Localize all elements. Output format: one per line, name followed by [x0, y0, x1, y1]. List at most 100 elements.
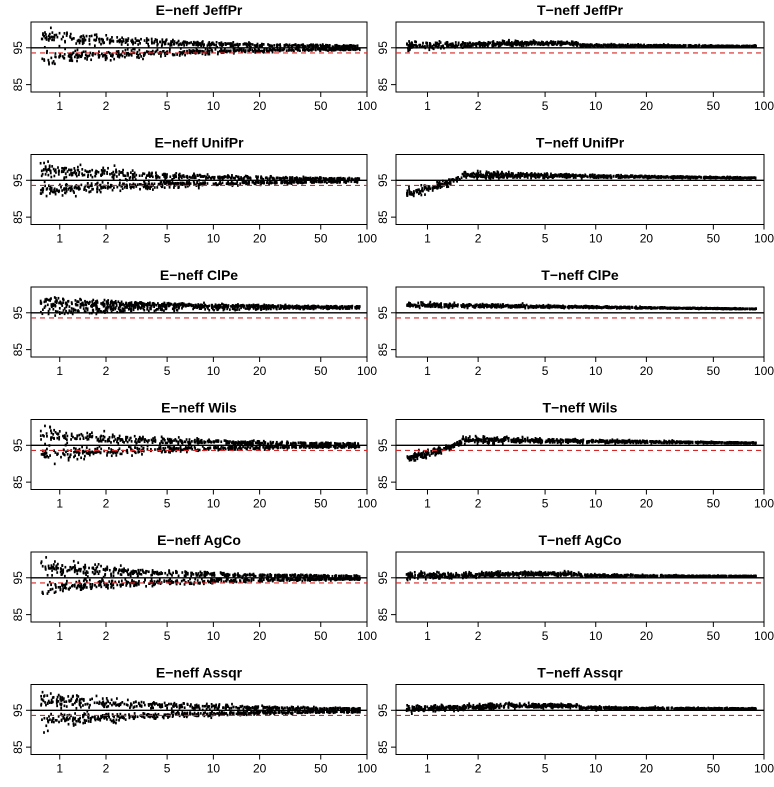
data-point — [460, 176, 463, 180]
data-point — [536, 173, 538, 177]
data-point — [231, 305, 234, 309]
data-point — [153, 182, 156, 186]
data-point — [62, 297, 64, 301]
data-point — [226, 42, 228, 46]
data-point — [251, 305, 253, 309]
data-point — [198, 182, 201, 186]
data-point — [481, 45, 484, 48]
data-point — [332, 48, 335, 52]
data-point — [117, 307, 120, 310]
data-point — [159, 308, 162, 311]
data-point — [321, 180, 324, 183]
data-point — [257, 175, 259, 179]
data-point — [195, 48, 198, 52]
data-point — [51, 190, 54, 194]
data-point — [295, 47, 298, 51]
data-point — [268, 177, 271, 180]
data-point — [181, 181, 184, 185]
data-point — [201, 303, 204, 307]
data-point — [358, 305, 361, 308]
data-point — [47, 37, 50, 41]
data-point — [349, 305, 352, 309]
data-point — [119, 310, 121, 314]
plot-frame — [30, 154, 368, 225]
data-point — [427, 185, 430, 188]
data-point — [82, 39, 85, 42]
data-point — [249, 48, 252, 51]
data-point — [704, 176, 707, 180]
data-point — [84, 50, 87, 54]
data-point — [206, 44, 209, 47]
data-point — [55, 33, 58, 37]
data-point — [358, 47, 361, 50]
data-point — [565, 176, 568, 180]
data-point — [637, 45, 640, 48]
data-point — [269, 44, 272, 48]
data-point — [517, 174, 519, 177]
data-point — [40, 169, 43, 173]
data-point — [457, 175, 459, 179]
data-point — [295, 45, 298, 49]
data-point — [53, 174, 56, 178]
data-point — [96, 190, 99, 194]
data-point — [295, 180, 298, 184]
data-point — [284, 180, 287, 183]
data-point — [250, 304, 253, 307]
data-point — [54, 300, 57, 304]
data-point — [653, 174, 656, 178]
data-point — [219, 180, 221, 184]
data-point — [143, 172, 146, 176]
data-point — [55, 171, 57, 174]
data-point — [643, 44, 645, 47]
data-point — [450, 178, 453, 181]
data-point — [523, 42, 526, 45]
data-point — [139, 42, 141, 45]
data-point — [124, 55, 126, 59]
data-point — [254, 305, 256, 309]
data-point — [272, 177, 275, 180]
data-point — [167, 303, 170, 306]
data-point — [446, 45, 449, 48]
data-point — [46, 49, 48, 53]
data-point — [112, 301, 115, 304]
data-point — [68, 305, 71, 308]
data-point — [614, 305, 617, 309]
data-point — [518, 43, 521, 47]
data-point — [103, 302, 106, 306]
data-point — [418, 188, 420, 191]
data-point — [146, 187, 149, 191]
data-point — [127, 37, 130, 40]
data-point — [666, 44, 669, 48]
data-point — [166, 302, 169, 305]
data-point — [76, 168, 79, 172]
data-point — [170, 40, 173, 43]
data-point — [110, 172, 113, 175]
data-point — [431, 189, 434, 192]
data-point — [253, 182, 256, 186]
data-point — [635, 43, 638, 47]
x-tick-label: 50 — [314, 99, 328, 113]
data-point — [50, 56, 53, 60]
data-point — [51, 31, 54, 34]
panel-title: E−neff ClPe — [160, 267, 238, 283]
data-point — [355, 180, 357, 183]
data-point — [474, 174, 477, 178]
data-point — [248, 305, 250, 308]
data-point — [73, 186, 76, 190]
x-tick-label: 100 — [357, 99, 377, 113]
data-point — [633, 176, 636, 179]
data-point — [308, 305, 311, 309]
data-point — [556, 43, 558, 46]
data-point — [110, 310, 113, 314]
data-point — [497, 41, 499, 45]
data-point — [503, 175, 505, 179]
data-point — [58, 54, 61, 58]
data-point — [57, 189, 60, 193]
data-point — [240, 48, 242, 51]
data-point — [489, 177, 492, 181]
data-point — [576, 174, 579, 178]
data-point — [158, 306, 160, 310]
data-point — [137, 53, 140, 57]
data-point — [183, 175, 185, 179]
